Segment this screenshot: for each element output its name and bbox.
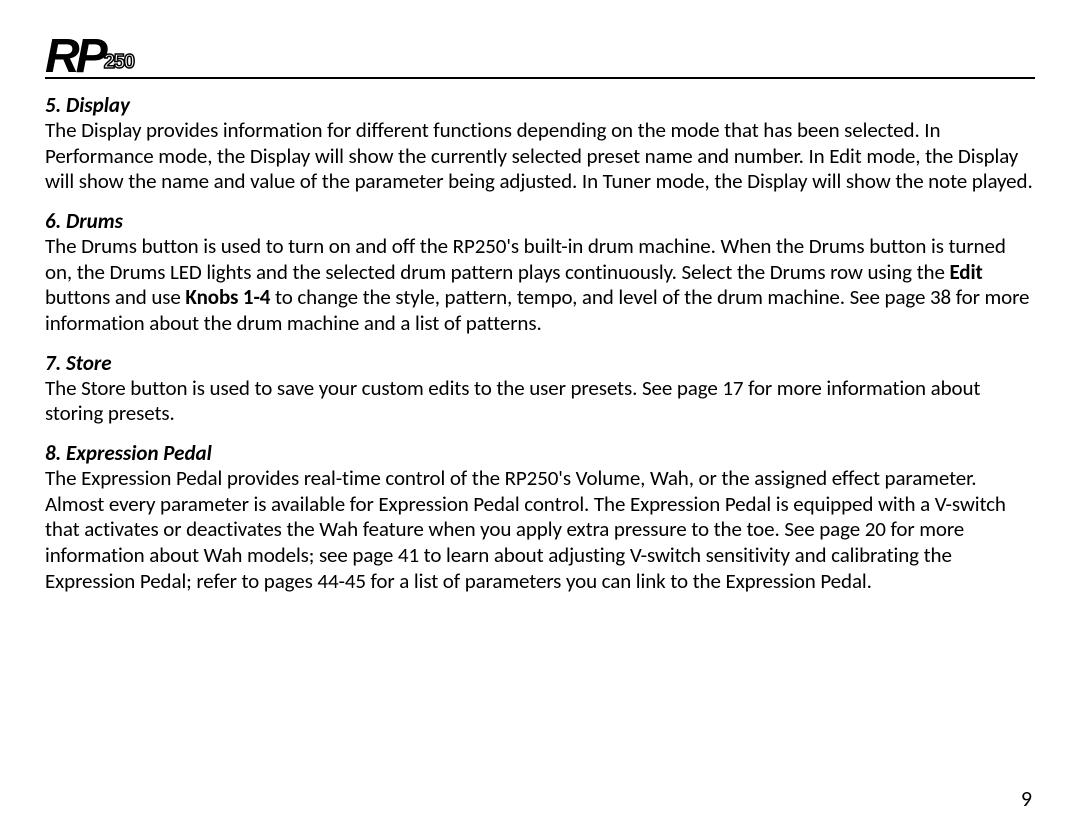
product-logo: RP 250: [45, 38, 134, 76]
page-number: 9: [1021, 785, 1032, 812]
section-expression-pedal: 8. Expression Pedal The Expression Pedal…: [45, 441, 1035, 594]
section-store: 7. Store The Store button is used to sav…: [45, 351, 1035, 427]
manual-page: RP 250 5. Display The Display provides i…: [0, 0, 1080, 834]
section-body: The Drums button is used to turn on and …: [45, 234, 1035, 336]
section-body: The Store button is used to save your cu…: [45, 376, 1035, 427]
logo-model-number: 250: [104, 51, 134, 76]
section-heading: 6. Drums: [45, 209, 1035, 234]
section-body: The Display provides information for dif…: [45, 118, 1035, 195]
section-display: 5. Display The Display provides informat…: [45, 93, 1035, 195]
section-body: The Expression Pedal provides real-time …: [45, 466, 1035, 594]
section-drums: 6. Drums The Drums button is used to tur…: [45, 209, 1035, 337]
logo-letters: RP: [45, 38, 104, 76]
header-rule-row: RP 250: [45, 20, 1035, 79]
section-heading: 7. Store: [45, 351, 1035, 376]
section-heading: 5. Display: [45, 93, 1035, 118]
section-heading: 8. Expression Pedal: [45, 441, 1035, 466]
